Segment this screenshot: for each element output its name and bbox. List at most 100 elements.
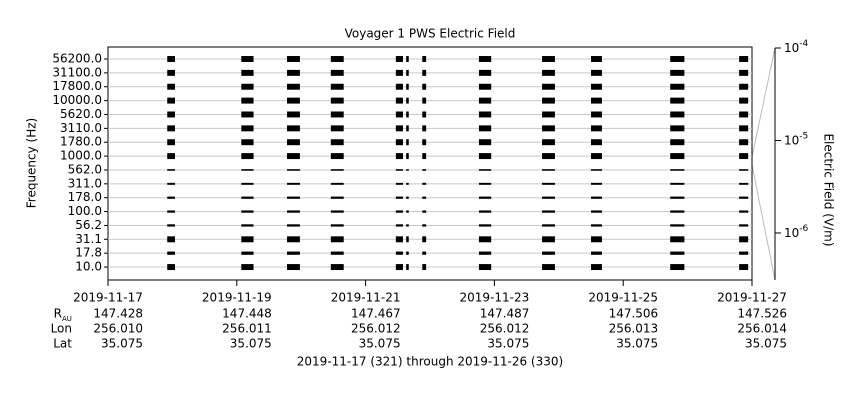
ephemeris-value: 256.014 xyxy=(737,322,787,336)
burst xyxy=(287,224,300,227)
burst xyxy=(422,169,427,171)
burst xyxy=(591,153,602,160)
burst xyxy=(478,153,492,160)
burst xyxy=(395,169,403,171)
y-tick-label: 3110.0 xyxy=(60,121,102,135)
burst xyxy=(670,169,685,171)
burst xyxy=(739,224,749,227)
ephemeris-value: 147.448 xyxy=(222,307,272,321)
burst xyxy=(406,224,409,227)
burst xyxy=(591,69,602,76)
burst xyxy=(167,182,175,185)
burst xyxy=(241,210,254,213)
burst xyxy=(167,83,175,90)
burst xyxy=(739,69,749,76)
burst xyxy=(739,111,749,118)
y2-tick-label: 10-6 xyxy=(784,223,809,239)
burst xyxy=(739,236,749,243)
burst xyxy=(287,111,300,118)
burst xyxy=(670,69,685,76)
burst xyxy=(330,224,344,227)
burst xyxy=(478,182,492,185)
burst xyxy=(330,125,344,132)
burst xyxy=(478,264,492,271)
burst xyxy=(542,251,555,255)
y-tick-label: 31100.0 xyxy=(52,65,102,79)
burst xyxy=(241,56,254,62)
burst xyxy=(287,139,300,146)
burst xyxy=(287,210,300,213)
burst xyxy=(406,251,409,255)
burst xyxy=(167,139,175,146)
burst xyxy=(241,139,254,146)
burst xyxy=(422,196,427,199)
burst xyxy=(670,236,685,243)
ephemeris-value: 35.075 xyxy=(230,337,272,351)
burst xyxy=(670,210,685,213)
burst xyxy=(241,251,254,255)
burst xyxy=(422,210,427,213)
zoom-guide xyxy=(751,47,776,158)
burst xyxy=(591,83,602,90)
burst xyxy=(542,210,555,213)
burst xyxy=(591,236,602,243)
burst xyxy=(167,264,175,271)
burst xyxy=(542,224,555,227)
burst xyxy=(422,236,427,243)
burst xyxy=(739,56,749,62)
burst xyxy=(395,69,403,76)
burst xyxy=(670,153,685,160)
burst xyxy=(478,56,492,62)
x-tick-label: 2019-11-17 xyxy=(73,291,143,305)
burst xyxy=(542,111,555,118)
plot-frame xyxy=(107,46,753,281)
burst xyxy=(591,111,602,118)
burst xyxy=(591,139,602,146)
burst xyxy=(739,196,749,199)
ephemeris-label-sub: AU xyxy=(62,315,72,323)
ephemeris-value: 256.010 xyxy=(93,322,143,336)
burst xyxy=(542,97,555,104)
burst xyxy=(167,153,175,160)
ephemeris-value: 147.428 xyxy=(93,307,143,321)
burst xyxy=(406,56,409,62)
y-tick-label: 56.2 xyxy=(75,218,102,232)
burst xyxy=(330,139,344,146)
burst xyxy=(542,153,555,160)
burst xyxy=(406,264,409,271)
x-tick-label: 2019-11-23 xyxy=(460,291,530,305)
burst xyxy=(330,264,344,271)
y-tick-label: 1780.0 xyxy=(60,135,102,149)
burst xyxy=(395,111,403,118)
burst xyxy=(591,125,602,132)
burst xyxy=(670,251,685,255)
y2-axis-label: Electric Field (V/m) xyxy=(822,133,836,246)
ephemeris-value: 35.075 xyxy=(745,337,787,351)
burst xyxy=(739,97,749,104)
burst xyxy=(241,182,254,185)
burst xyxy=(330,56,344,62)
y-tick-label: 5620.0 xyxy=(60,107,102,121)
burst xyxy=(406,196,409,199)
burst xyxy=(287,182,300,185)
burst xyxy=(422,97,427,104)
burst xyxy=(287,97,300,104)
burst xyxy=(167,251,175,255)
burst xyxy=(422,111,427,118)
burst xyxy=(287,236,300,243)
burst xyxy=(670,125,685,132)
burst xyxy=(422,182,427,185)
burst xyxy=(406,83,409,90)
burst xyxy=(406,236,409,243)
y-tick-label: 31.1 xyxy=(75,232,102,246)
burst xyxy=(739,139,749,146)
burst xyxy=(406,169,409,171)
burst xyxy=(241,83,254,90)
burst xyxy=(395,264,403,271)
burst xyxy=(478,139,492,146)
burst xyxy=(167,196,175,199)
burst xyxy=(591,182,602,185)
burst xyxy=(670,182,685,185)
burst xyxy=(478,210,492,213)
